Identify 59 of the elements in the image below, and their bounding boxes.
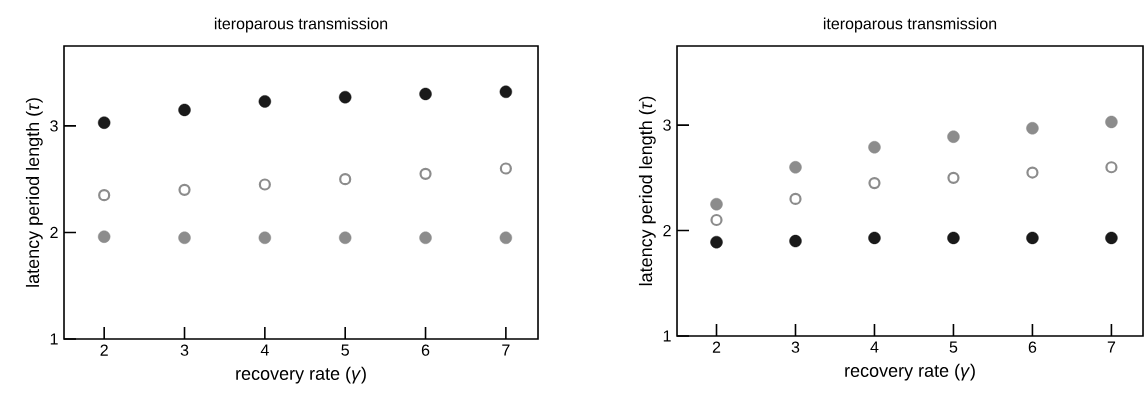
- y-tick-label: 3: [50, 120, 58, 132]
- x-tick-label: 5: [341, 344, 349, 356]
- point: [178, 183, 191, 196]
- point: [338, 231, 352, 244]
- point: [419, 231, 432, 244]
- point: [258, 178, 271, 191]
- point: [419, 87, 432, 101]
- y-tick-label: 1: [50, 333, 58, 345]
- x-tick-label: 5: [949, 341, 958, 353]
- point: [258, 95, 272, 108]
- point: [789, 234, 802, 248]
- x-tick-label: 2: [712, 341, 721, 353]
- y-axis-title: latency period length (τ): [638, 96, 656, 286]
- y-tick-label: 2: [50, 226, 58, 239]
- chart-title: iteroparous transmission: [214, 17, 388, 33]
- x-tick-label: 4: [260, 344, 269, 356]
- point: [710, 235, 723, 249]
- x-tick-label: 3: [791, 341, 800, 353]
- point: [178, 231, 191, 244]
- x-tick-label: 6: [1028, 341, 1037, 353]
- point: [947, 231, 960, 245]
- chart-title: iteroparous transmission: [823, 17, 997, 33]
- point: [789, 161, 802, 174]
- y-tick-label: 1: [663, 330, 671, 342]
- point: [98, 189, 111, 202]
- x-axis-title: recovery rate (γ): [845, 363, 975, 381]
- point: [97, 116, 111, 129]
- point: [258, 231, 272, 244]
- point: [178, 103, 191, 117]
- point: [947, 171, 960, 184]
- point: [419, 167, 432, 180]
- y-axis-title: latency period length (τ): [25, 98, 43, 287]
- point: [339, 173, 352, 186]
- x-tick-label: 7: [502, 344, 510, 356]
- point: [97, 230, 111, 243]
- point: [947, 130, 960, 143]
- x-tick-label: 4: [870, 341, 879, 353]
- point: [1105, 115, 1118, 129]
- point: [868, 141, 881, 154]
- point: [710, 213, 723, 227]
- x-tick-label: 2: [100, 344, 108, 356]
- y-tick-label: 3: [663, 119, 671, 131]
- point: [499, 162, 512, 175]
- point: [1105, 231, 1118, 245]
- point: [789, 192, 802, 206]
- x-tick-label: 3: [180, 344, 189, 356]
- point: [338, 90, 352, 104]
- x-tick-label: 7: [1107, 341, 1116, 353]
- point: [868, 231, 881, 245]
- point: [868, 176, 881, 190]
- x-axis-title: recovery rate (γ): [236, 366, 366, 384]
- point: [1026, 231, 1039, 245]
- x-tick-label: 6: [421, 344, 430, 356]
- point: [499, 85, 513, 99]
- point: [1026, 166, 1039, 179]
- point: [499, 231, 513, 244]
- y-tick-label: 2: [663, 224, 671, 237]
- point: [1026, 122, 1039, 135]
- point: [710, 197, 723, 211]
